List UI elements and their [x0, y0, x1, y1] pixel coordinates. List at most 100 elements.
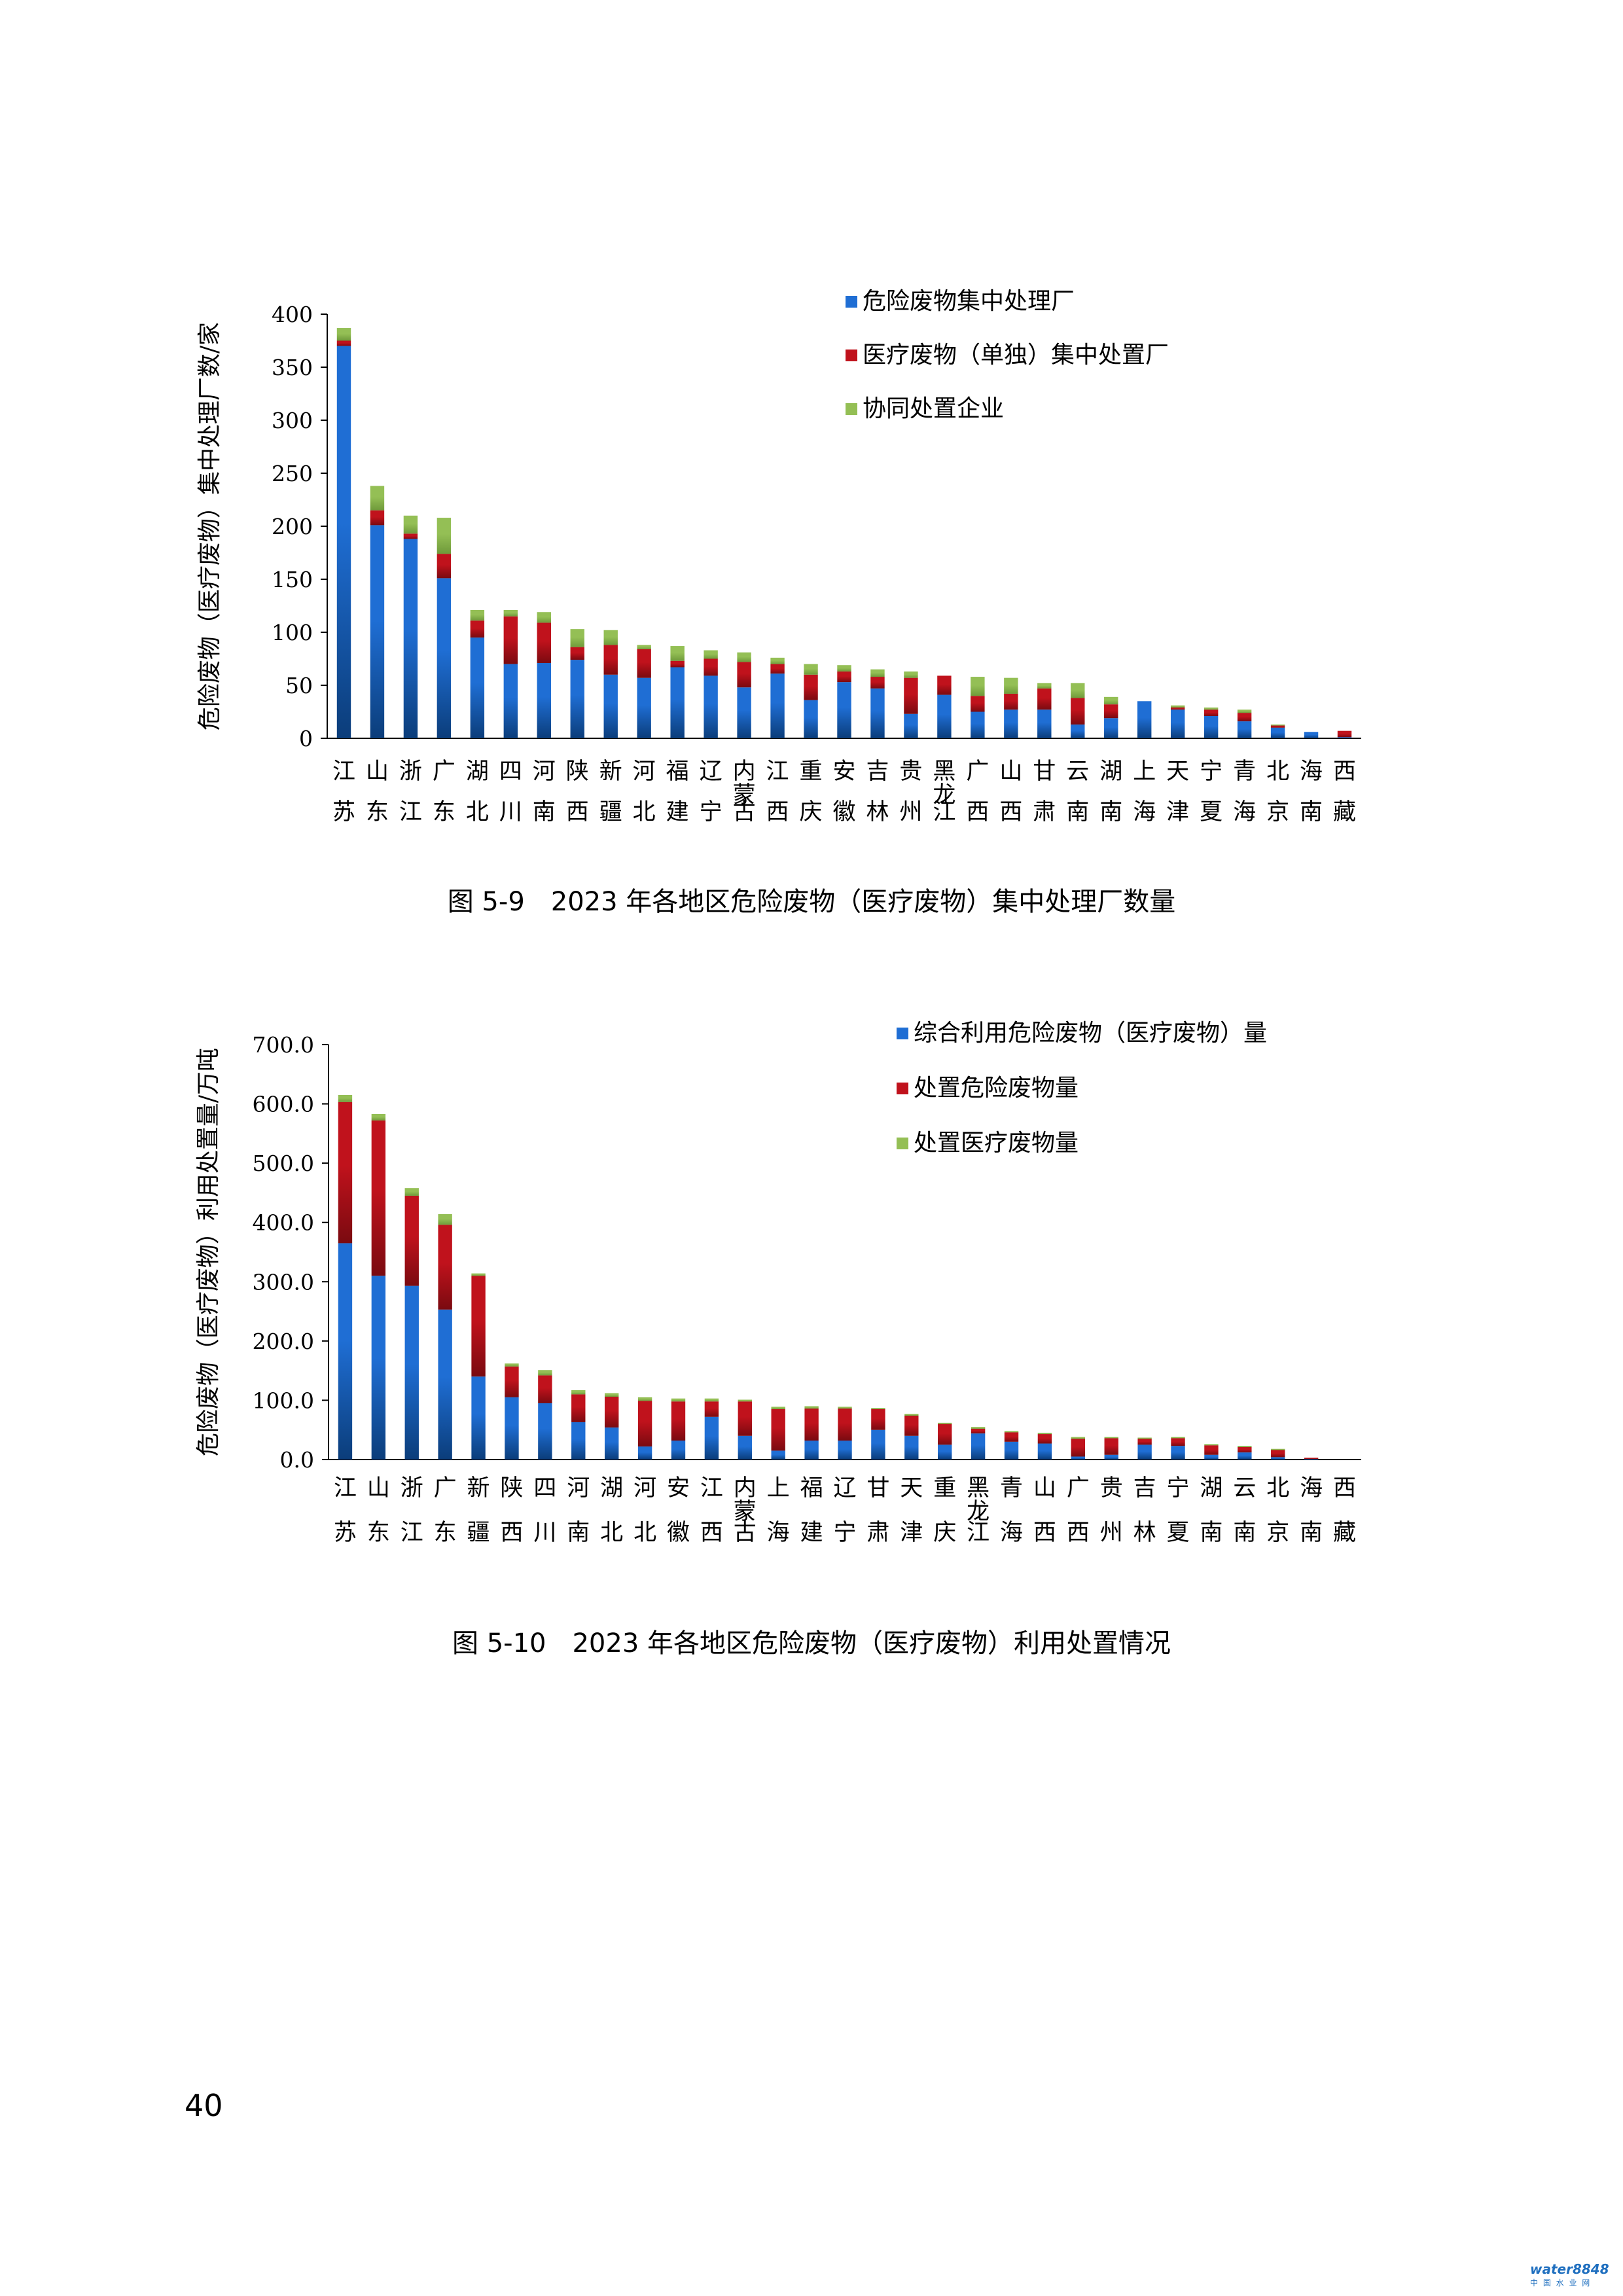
- bar-segment: [471, 1376, 486, 1460]
- bar-segment: [1037, 688, 1052, 710]
- y-axis-title: 危险废物（医疗废物）利用处置量/万吨: [195, 1048, 222, 1456]
- bar-segment: [1304, 732, 1319, 738]
- bar-segment: [1271, 1457, 1285, 1460]
- bar-segment: [336, 346, 351, 738]
- bar-segment: [838, 1407, 852, 1409]
- bar-segment: [704, 658, 718, 676]
- bar-segment: [503, 664, 518, 738]
- legend-swatch: [846, 350, 857, 361]
- bar-segment: [670, 646, 685, 661]
- bar-segment: [471, 1276, 486, 1377]
- bar-segment: [371, 1120, 386, 1276]
- bar-segment: [438, 1214, 452, 1225]
- bar-segment: [671, 1441, 686, 1460]
- bar-segment: [538, 1403, 552, 1460]
- x-tick-label: 东: [434, 1520, 457, 1546]
- bar-segment: [1237, 709, 1252, 713]
- x-tick-label: 云: [1233, 1475, 1256, 1501]
- x-tick-label: 京: [1266, 1520, 1289, 1546]
- x-tick-label: 江: [401, 1520, 423, 1546]
- bar-segment: [1170, 709, 1185, 738]
- x-tick-label: 藏: [1333, 799, 1356, 825]
- x-tick-label: 天: [900, 1475, 923, 1501]
- bar-segment: [838, 1408, 852, 1441]
- bar-segment: [804, 700, 818, 738]
- x-tick-label: 四: [533, 1475, 556, 1501]
- bar-segment: [838, 1441, 852, 1460]
- bar-segment: [371, 1113, 386, 1121]
- bar-segment: [1104, 1454, 1118, 1460]
- bar-segment: [904, 1414, 919, 1416]
- x-tick-label: 南: [1233, 1520, 1256, 1546]
- x-tick-label: 内: [733, 759, 756, 785]
- watermark-brand: water8848: [1530, 2261, 1609, 2277]
- y-tick-label: 150: [272, 567, 313, 592]
- x-tick-label: 上: [767, 1475, 790, 1501]
- bar-segment: [604, 1393, 619, 1397]
- bar-segment: [338, 1094, 353, 1102]
- legend-label: 处置医疗废物量: [914, 1130, 1079, 1157]
- y-tick-label: 250: [272, 461, 313, 486]
- bar-segment: [603, 630, 618, 645]
- x-tick-label: 河: [567, 1475, 590, 1501]
- bar-segment: [336, 340, 351, 346]
- bar-segment: [837, 671, 851, 683]
- legend-label: 医疗废物（单独）集中处置厂: [863, 342, 1169, 368]
- x-tick-label: 州: [1100, 1520, 1123, 1546]
- figure-caption-5-9: 图 5-9 2023 年各地区危险废物（医疗废物）集中处理厂数量: [447, 887, 1176, 917]
- bar-segment: [404, 1285, 419, 1460]
- bar-segment: [971, 696, 985, 712]
- bar-segment: [737, 652, 751, 662]
- bar-segment: [336, 328, 351, 341]
- bar-segment: [637, 1446, 652, 1460]
- x-tick-label: 吉: [1133, 1475, 1156, 1501]
- bar-segment: [770, 673, 785, 738]
- bar-segment: [571, 1422, 586, 1460]
- x-tick-label: 广: [433, 759, 455, 785]
- bar-segment: [1204, 709, 1219, 716]
- bar-segment: [971, 677, 985, 696]
- bar-segment: [470, 637, 485, 738]
- x-tick-label: 东: [366, 799, 389, 825]
- bar-segment: [1270, 727, 1285, 738]
- bar-segment: [1004, 709, 1018, 738]
- bar-segment: [537, 622, 551, 663]
- x-tick-label: 藏: [1333, 1520, 1356, 1546]
- bar-segment: [437, 554, 452, 579]
- bar-segment: [1004, 1441, 1019, 1460]
- bar-segment: [1004, 1432, 1019, 1442]
- x-tick-label: 西: [1067, 1520, 1090, 1546]
- bar-segment: [704, 1416, 719, 1460]
- bar-segment: [570, 629, 584, 647]
- bar-segment: [871, 1409, 885, 1430]
- page-number: 40: [185, 2088, 223, 2123]
- x-tick-label: 古: [733, 799, 756, 825]
- x-tick-label: 海: [1300, 759, 1323, 785]
- bar-segment: [537, 662, 551, 738]
- x-tick-label: 庆: [800, 799, 823, 825]
- y-tick-label: 300: [272, 408, 313, 433]
- x-tick-label: 广: [1067, 1475, 1090, 1501]
- x-tick-label: 建: [800, 1520, 823, 1546]
- bar-segment: [1071, 698, 1085, 725]
- x-tick-label: 蒙: [734, 1499, 757, 1525]
- bar-segment: [1304, 1458, 1319, 1460]
- legend-swatch: [897, 1028, 908, 1039]
- x-tick-label: 新: [599, 759, 622, 785]
- bar-segment: [1004, 1431, 1019, 1433]
- bar-segment: [704, 650, 718, 659]
- x-tick-label: 徽: [667, 1520, 690, 1546]
- bar-segment: [637, 1397, 652, 1401]
- x-tick-label: 浙: [401, 1475, 423, 1501]
- bar-segment: [1204, 1454, 1219, 1460]
- bar-segment: [1237, 713, 1252, 722]
- bar-segment: [570, 660, 584, 738]
- bar-segment: [1271, 1448, 1285, 1450]
- bar-segment: [1104, 696, 1118, 705]
- bar-segment: [670, 660, 685, 668]
- y-axis-title: 危险废物（医疗废物）集中处理厂数/家: [196, 322, 223, 730]
- y-tick-label: 500.0: [253, 1151, 314, 1176]
- x-tick-label: 贵: [899, 759, 922, 785]
- x-tick-label: 河: [633, 759, 656, 785]
- bar-segment: [1170, 705, 1185, 708]
